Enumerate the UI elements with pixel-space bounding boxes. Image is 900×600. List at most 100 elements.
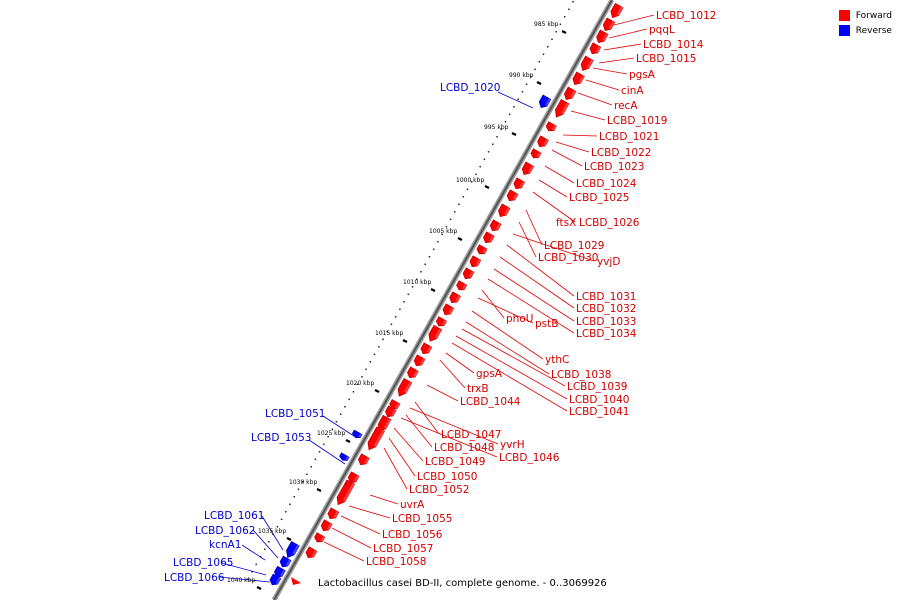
gene-block[interactable] (441, 303, 455, 317)
gene-block[interactable] (545, 121, 557, 133)
gene-label[interactable]: LCBD_1034 (576, 328, 637, 340)
legend-forward: Forward (838, 8, 892, 23)
gene-label[interactable]: ftsX (556, 217, 576, 229)
gene-label[interactable]: LCBD_1039 (567, 381, 627, 393)
gene-block[interactable] (304, 546, 318, 560)
gene-label[interactable]: pstB (535, 318, 558, 330)
gene-block[interactable] (357, 453, 370, 467)
gene-block[interactable] (594, 29, 609, 45)
gene-label[interactable]: LCBD_1044 (460, 396, 521, 408)
gene-label[interactable]: gpsA (476, 368, 503, 380)
gene-block[interactable] (461, 267, 475, 281)
gene-block[interactable] (284, 541, 300, 559)
gene-block[interactable] (435, 316, 447, 328)
gene-label[interactable]: LCBD_1062 (195, 525, 255, 537)
gene-label[interactable]: LCBD_1049 (425, 456, 485, 468)
gene-label[interactable]: LCBD_1025 (569, 192, 629, 204)
gene-label[interactable]: LCBD_1023 (584, 161, 644, 173)
gene-block[interactable] (608, 2, 624, 20)
gene-label[interactable]: LCBD_1052 (409, 484, 469, 496)
gene-block[interactable] (537, 94, 552, 110)
gene-label[interactable]: pqqL (649, 24, 675, 36)
gene-block[interactable] (412, 354, 426, 368)
gene-label[interactable]: LCBD_1053 (251, 432, 311, 444)
gene-block[interactable] (278, 555, 292, 569)
gene-label[interactable]: trxB (467, 383, 489, 395)
gene-block[interactable] (365, 426, 386, 452)
gene-block[interactable] (339, 452, 350, 463)
gene-block[interactable] (273, 565, 286, 579)
gene-label[interactable]: LCBD_1031 (576, 291, 636, 303)
gene-label[interactable]: kcnA1 (209, 539, 241, 551)
gene-label[interactable]: ythC (545, 354, 569, 366)
gene-block[interactable] (326, 507, 340, 521)
gene-label[interactable]: cinA (621, 85, 644, 97)
gene-block[interactable] (455, 280, 468, 292)
gene-label[interactable]: LCBD_1030 (538, 252, 598, 264)
gene-label[interactable]: LCBD_1061 (204, 510, 264, 522)
gene-label[interactable]: LCBD_1014 (643, 39, 704, 51)
gene-block[interactable] (319, 519, 333, 533)
gene-block[interactable] (579, 55, 594, 73)
gene-block[interactable] (552, 98, 570, 119)
gene-block[interactable] (482, 231, 495, 245)
gene-label[interactable]: LCBD_1050 (417, 471, 477, 483)
gene-block[interactable] (475, 244, 488, 256)
gene-block[interactable] (268, 573, 282, 587)
gene-label[interactable]: yvrH (500, 439, 525, 451)
gene-label[interactable]: LCBD_1029 (544, 240, 604, 252)
gene-label[interactable]: LCBD_1026 (579, 217, 640, 229)
gene-label[interactable]: LCBD_1024 (576, 178, 637, 190)
gene-block[interactable] (351, 429, 363, 440)
gene-label[interactable]: phoU (506, 313, 533, 325)
gene-label[interactable]: yvjD (597, 256, 620, 268)
gene-label[interactable]: LCBD_1048 (434, 442, 494, 454)
gene-label[interactable]: LCBD_1065 (173, 557, 233, 569)
gene-label[interactable]: LCBD_1020 (440, 82, 500, 94)
gene-label[interactable]: LCBD_1058 (366, 556, 426, 568)
gene-label[interactable]: LCBD_1066 (164, 572, 225, 584)
gene-block[interactable] (406, 366, 419, 380)
gene-label[interactable]: LCBD_1056 (382, 529, 443, 541)
gene-block[interactable] (588, 42, 602, 56)
gene-block[interactable] (388, 399, 401, 411)
gene-block[interactable] (529, 148, 542, 160)
gene-label[interactable]: LCBD_1012 (656, 10, 716, 22)
gene-block[interactable] (571, 71, 585, 87)
gene-block[interactable] (488, 219, 502, 233)
gene-block[interactable] (448, 291, 461, 305)
gene-block[interactable] (496, 203, 511, 219)
gene-block[interactable] (395, 377, 413, 398)
gene-label[interactable]: LCBD_1040 (569, 394, 629, 406)
gene-block[interactable] (468, 255, 482, 269)
genome-backbone (271, 0, 615, 600)
gene-label[interactable]: LCBD_1033 (576, 316, 636, 328)
gene-label[interactable]: LCBD_1057 (373, 543, 433, 555)
gene-label[interactable]: LCBD_1021 (599, 131, 659, 143)
gene-block[interactable] (426, 324, 443, 343)
gene-block[interactable] (505, 189, 519, 203)
gene-label[interactable]: LCBD_1055 (392, 513, 452, 525)
gene-label[interactable]: LCBD_1051 (265, 408, 325, 420)
gene-block[interactable] (419, 342, 433, 356)
gene-block[interactable] (536, 135, 549, 149)
gene-label[interactable]: LCBD_1038 (551, 369, 611, 381)
gene-block[interactable] (512, 177, 526, 191)
gene-block[interactable] (346, 471, 360, 485)
gene-label[interactable]: recA (614, 100, 638, 112)
gene-label[interactable]: uvrA (400, 499, 425, 511)
gene-block[interactable] (520, 161, 535, 177)
gene-block[interactable] (313, 532, 326, 544)
gene-block[interactable] (562, 86, 577, 102)
gene-label[interactable]: LCBD_1047 (441, 429, 501, 441)
gene-label[interactable]: LCBD_1041 (569, 406, 629, 418)
gene-label[interactable]: LCBD_1015 (636, 53, 696, 65)
gene-block[interactable] (601, 17, 616, 33)
gene-block[interactable] (384, 405, 397, 419)
gene-label[interactable]: LCBD_1046 (499, 452, 560, 464)
gene-label[interactable]: LCBD_1019 (607, 115, 667, 127)
gene-label[interactable]: LCBD_1032 (576, 303, 636, 315)
gene-label[interactable]: pgsA (629, 69, 656, 81)
gene-label[interactable]: LCBD_1022 (591, 147, 651, 159)
gene-block[interactable] (334, 479, 356, 507)
